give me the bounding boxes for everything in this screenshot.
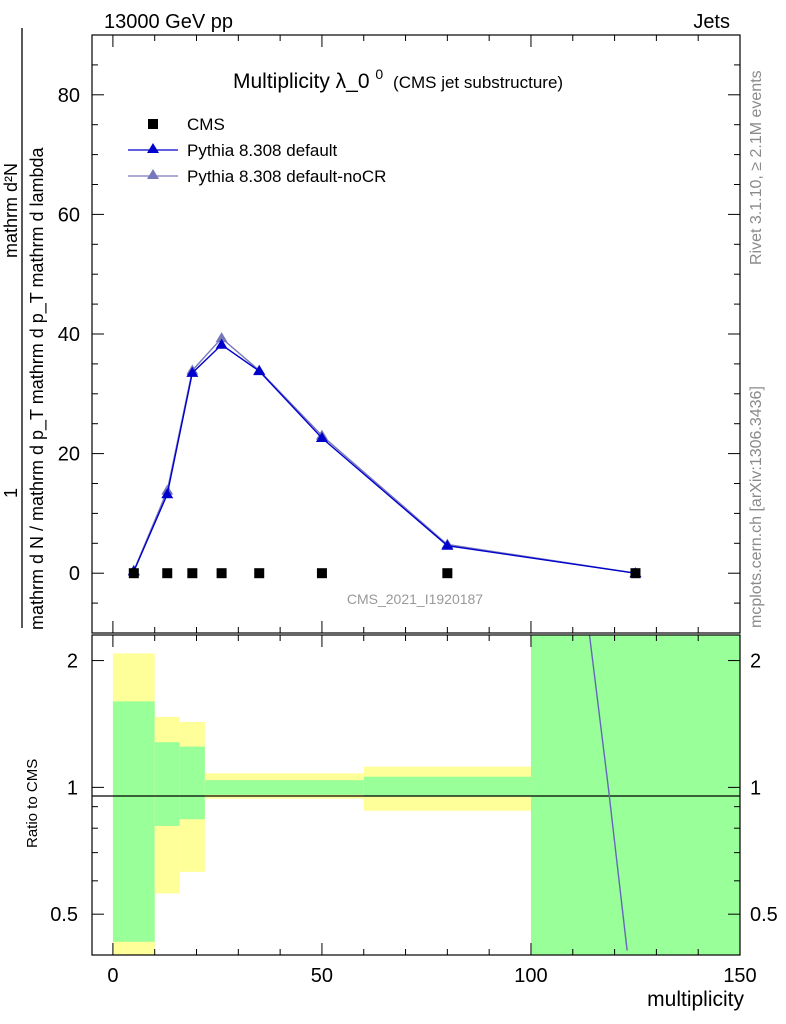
y-tick-label: 20	[58, 444, 80, 466]
plot-title-subtitle: (CMS jet substructure)	[393, 73, 563, 92]
main-plot-ticks: 0 20 40 60 80	[58, 34, 741, 634]
ratio-plot-ticks: 0 50 100 150 0.5 0.5 1 1 2 2	[50, 635, 778, 987]
main-plot: 0 20 40 60 80 Multiplicity λ_0 0 (CMS jet su…	[58, 34, 741, 634]
legend-label-nocr: Pythia 8.308 default-noCR	[187, 167, 386, 186]
mcplots-reference-text: mcplots.cern.ch [arXiv:1306.3436]	[748, 386, 765, 628]
ratio-y-axis-label: Ratio to CMS	[24, 759, 41, 848]
series-point-cms	[128, 568, 139, 579]
ratio-y-tick-label-right: 1	[750, 777, 761, 799]
y-tick-label: 80	[58, 85, 80, 107]
series-point-cms	[187, 568, 198, 579]
main-y-axis-label: mathrm d N / mathrm d p_T mathrm d p_T m…	[1, 28, 48, 630]
ratio-band-inner	[363, 776, 531, 797]
ratio-plot-frame	[91, 634, 741, 956]
x-tick-label: 50	[311, 965, 333, 987]
y-tick-label: 40	[58, 324, 80, 346]
ratio-band-inner	[112, 701, 155, 942]
y-axis-label-denominator: mathrm d²N	[1, 163, 21, 258]
x-tick-label: 100	[514, 965, 547, 987]
ratio-line-pythia-default	[588, 634, 628, 951]
legend-marker-cms	[148, 119, 158, 129]
plot-title: Multiplicity λ_0 0 (CMS jet substructure…	[233, 61, 563, 93]
ratio-y-tick-label-right: 0.5	[750, 904, 778, 926]
legend: CMS Pythia 8.308 default Pythia 8.308 de…	[128, 115, 386, 186]
legend-label-cms: CMS	[187, 115, 225, 134]
ratio-band-inner	[179, 746, 205, 820]
series-point-cms	[254, 568, 265, 579]
ratio-plot-marks	[588, 634, 628, 951]
x-tick-label: 150	[723, 965, 756, 987]
series-point-cms	[216, 568, 227, 579]
category-label: Jets	[693, 11, 730, 33]
series-point-pythia-default	[186, 366, 199, 377]
series-point-cms	[630, 568, 641, 579]
series-line-pythia-nocr	[133, 337, 636, 574]
series-point-pythia-default	[215, 338, 228, 349]
y-tick-label: 0	[69, 563, 80, 585]
legend-marker-nocr	[147, 169, 159, 179]
series-point-cms	[442, 568, 453, 579]
ratio-y-tick-label-left: 1	[67, 777, 78, 799]
ratio-y-tick-label-right: 2	[750, 651, 761, 673]
series-point-pythia-default	[161, 488, 174, 499]
ratio-band-inner	[154, 742, 180, 826]
plot-title-superscript: 0	[375, 66, 383, 82]
ratio-band-inner	[530, 635, 740, 955]
energy-label: 13000 GeV pp	[104, 11, 233, 33]
series-point-pythia-default	[253, 365, 266, 376]
ratio-y-tick-label-left: 2	[67, 651, 78, 673]
ratio-plot: 0 50 100 150 0.5 0.5 1 1 2 2 Ratio to CMS multipl…	[24, 634, 778, 1011]
analysis-id: CMS_2021_I1920187	[347, 591, 483, 607]
series-point-cms	[162, 568, 173, 579]
main-plot-marks	[127, 332, 642, 579]
x-axis-label: multiplicity	[647, 988, 744, 1011]
series-point-pythia-default	[441, 539, 454, 550]
x-tick-label: 0	[107, 965, 118, 987]
series-point-cms	[316, 568, 327, 579]
y-tick-label: 60	[58, 204, 80, 226]
rivet-version-text: Rivet 3.1.10, ≥ 2.1M events	[748, 70, 765, 265]
legend-label-default: Pythia 8.308 default	[187, 141, 338, 160]
series-point-pythia-nocr	[215, 332, 228, 343]
series-line-pythia-default	[133, 343, 636, 574]
series-point-pythia-default	[315, 432, 328, 443]
plot-title-main: Multiplicity λ_0	[233, 70, 370, 93]
ratio-y-tick-label-left: 0.5	[50, 904, 78, 926]
y-axis-label-numerator: mathrm d N / mathrm d p_T mathrm d p_T m…	[27, 147, 48, 630]
legend-marker-default	[147, 143, 159, 153]
ratio-bands	[112, 635, 740, 955]
y-axis-label-one: 1	[1, 488, 21, 498]
ratio-band-inner	[204, 780, 364, 795]
